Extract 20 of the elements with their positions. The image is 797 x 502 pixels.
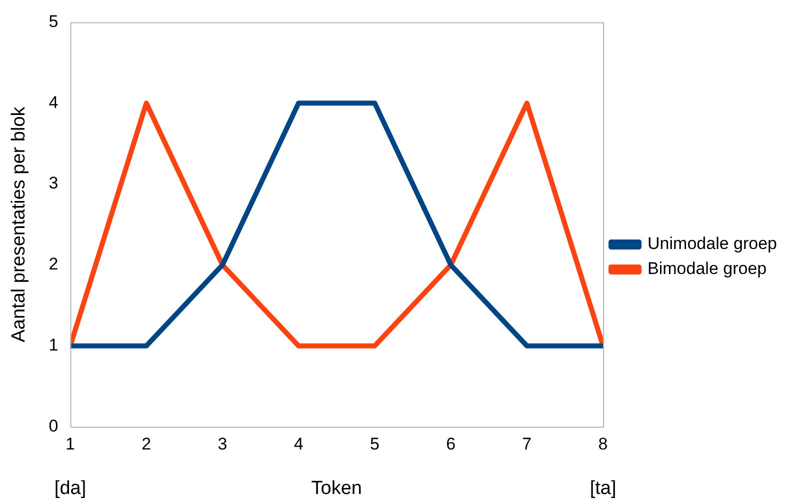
y-tick-label: 0: [48, 416, 58, 436]
x-tick-label: 5: [370, 434, 380, 454]
x-tick-label: 2: [142, 434, 152, 454]
y-tick-label: 1: [48, 336, 58, 355]
y-axis-title: Aantal presentaties per blok: [8, 106, 30, 342]
y-tick-label: 3: [48, 174, 58, 193]
text: [ta]: [590, 478, 616, 500]
x-tick-label: 8: [598, 434, 608, 454]
x-tick-label: 7: [522, 434, 532, 454]
y-tick-label: 5: [48, 12, 58, 31]
x-tick-label: 1: [66, 434, 75, 454]
x-axis-title: Token: [311, 478, 362, 499]
y-tick-label: 2: [48, 254, 58, 274]
y-tick-label: 4: [48, 92, 58, 112]
x-tick-label: 3: [218, 434, 228, 454]
x-tick-label: 4: [294, 434, 304, 454]
text: [da]: [54, 478, 86, 500]
legend-label: Bimodale groep: [648, 259, 767, 278]
x-tick-label: 6: [446, 434, 456, 454]
legend-label: Unimodale groep: [648, 234, 777, 254]
